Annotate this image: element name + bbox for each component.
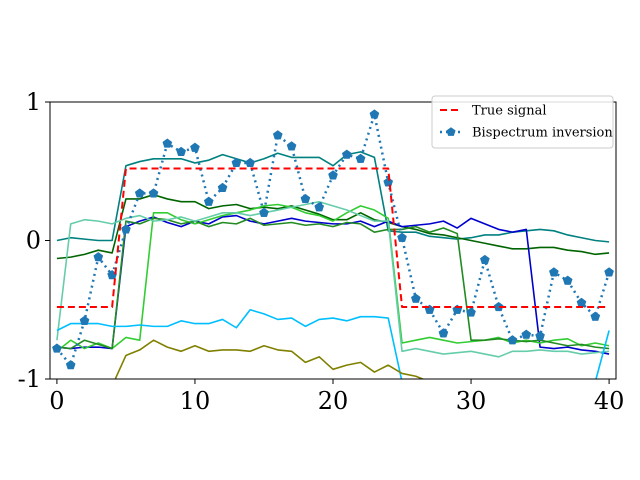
data-point	[121, 224, 131, 234]
series-6-line	[56, 217, 610, 350]
x-tick-label: 10	[180, 387, 211, 415]
data-point	[134, 188, 145, 198]
data-point	[52, 343, 62, 353]
legend: True signal Bispectrum inversion	[431, 95, 614, 149]
series-1-line	[55, 113, 611, 367]
data-point	[314, 202, 325, 212]
series-3	[56, 193, 610, 260]
data-point	[328, 170, 338, 180]
series-6	[56, 217, 610, 350]
data-point	[562, 275, 573, 285]
ticks-layer: 0 10 20 30 40 -1 0 1	[18, 88, 625, 415]
series-4-line	[56, 214, 610, 355]
data-point	[217, 182, 228, 192]
series-layer	[52, 109, 614, 379]
data-point	[438, 328, 449, 338]
data-point	[410, 293, 421, 303]
series-7	[56, 200, 610, 358]
legend-item: True signal	[440, 104, 547, 119]
data-point	[604, 267, 614, 277]
data-point	[521, 329, 532, 339]
data-point	[341, 149, 352, 159]
x-tick-label: 0	[49, 387, 64, 415]
x-tick-label: 40	[594, 387, 625, 415]
data-point	[79, 315, 90, 325]
legend-box	[431, 95, 614, 149]
data-point	[466, 307, 476, 317]
data-point	[190, 142, 200, 152]
data-point	[93, 252, 104, 262]
y-tick-label: 0	[26, 227, 41, 255]
data-point	[65, 360, 76, 370]
y-tick-label: -1	[18, 365, 41, 393]
series-3-line	[56, 193, 610, 260]
data-point	[576, 297, 587, 307]
data-point	[259, 207, 269, 217]
data-point	[507, 335, 518, 345]
series-8	[56, 308, 610, 379]
legend-marker	[446, 127, 456, 136]
data-point	[176, 146, 187, 156]
data-point	[590, 311, 601, 321]
series-5	[56, 203, 610, 352]
data-point	[479, 254, 490, 265]
data-point	[397, 232, 407, 242]
data-point	[162, 138, 173, 148]
series-5-line	[56, 203, 610, 352]
series-8-line	[56, 308, 610, 379]
data-point	[272, 130, 283, 140]
data-point	[493, 301, 504, 312]
series-0	[56, 167, 610, 308]
x-tick-label: 30	[456, 387, 487, 415]
data-point	[369, 109, 380, 119]
data-point	[148, 188, 159, 198]
legend-label: Bispectrum inversion	[472, 126, 613, 141]
series-9-line	[114, 339, 425, 379]
data-point	[535, 330, 545, 341]
series-0-line	[56, 167, 610, 308]
data-point	[203, 196, 214, 206]
data-point	[355, 153, 366, 163]
x-tick-label: 20	[318, 387, 349, 415]
series-7-line	[56, 200, 610, 358]
data-point	[383, 177, 394, 187]
y-tick-label: 1	[26, 88, 41, 116]
legend-label: True signal	[472, 104, 547, 119]
series-9	[114, 339, 425, 379]
data-point	[231, 157, 242, 168]
data-point	[286, 141, 297, 151]
data-point	[549, 267, 559, 277]
series-4	[56, 214, 610, 355]
data-point	[245, 157, 256, 168]
data-point	[300, 193, 311, 204]
legend-item: Bispectrum inversion	[440, 126, 613, 141]
series-1	[52, 109, 614, 370]
